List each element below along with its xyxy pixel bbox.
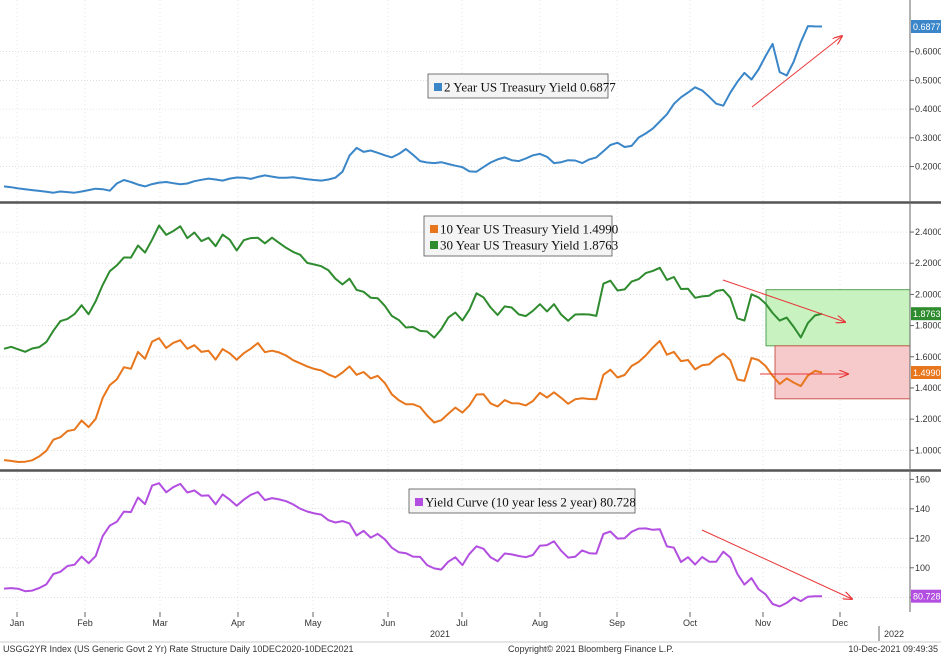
last-value-label: 0.6877 [913, 22, 941, 32]
footer-left: USGG2YR Index (US Generic Govt 2 Yr) Rat… [3, 644, 354, 654]
y-tick-label: 0.4000 [915, 104, 941, 114]
x-tick-label: Mar [152, 618, 168, 628]
x-tick-label: Jul [456, 618, 468, 628]
x-tick-label: Oct [683, 618, 698, 628]
y-tick-label: 120 [915, 533, 930, 543]
x-axis: Jan Feb Mar Apr May Jun Jul Aug Sep Oct Nov Dec 2021… [0, 612, 941, 642]
y-tick-label: 2.0000 [915, 289, 941, 299]
year-label: 2022 [884, 629, 904, 639]
y-tick-label: 0.3000 [915, 133, 941, 143]
panel-top [0, 0, 910, 201]
x-tick-label: Feb [77, 618, 93, 628]
y-axes: 0.6000 0.5000 0.4000 0.3000 0.2000 0.6877 2.40… [909, 0, 941, 612]
last-value-badge [911, 589, 941, 603]
y-tick-label: 100 [915, 563, 930, 573]
legend-label: Yield Curve (10 year less 2 year) 80.728 [425, 495, 636, 510]
series-lines [3, 25, 823, 608]
y-tick-label: 2.4000 [915, 227, 941, 237]
x-tick-label: Aug [532, 618, 548, 628]
x-tick-label: Jan [10, 618, 25, 628]
trend-arrows [701, 36, 852, 599]
last-value-badge [911, 307, 941, 321]
last-value-label: 1.8763 [913, 309, 941, 319]
legend-box [427, 73, 609, 99]
legend-swatch [430, 241, 438, 249]
legend-label: 10 Year US Treasury Yield 1.4990 [440, 222, 618, 237]
x-tick-label: Nov [755, 618, 772, 628]
last-value-label: 1.4990 [913, 368, 941, 378]
x-tick-label: Dec [832, 618, 849, 628]
y-tick-label: 1.6000 [915, 352, 941, 362]
y-tick-label: 1.0000 [915, 445, 941, 455]
y-tick-label: 1.4000 [915, 383, 941, 393]
y-tick-label: 160 [915, 474, 930, 484]
last-value-badge [911, 20, 941, 34]
trend-arrow-curve [701, 529, 852, 599]
footer: USGG2YR Index (US Generic Govt 2 Yr) Rat… [0, 641, 941, 654]
legend-box [423, 215, 613, 257]
trend-arrow-2y [751, 36, 842, 108]
y-tick-label: 1.8000 [915, 321, 941, 331]
legend-swatch [434, 83, 442, 91]
footer-right: 10-Dec-2021 09:49:35 [848, 644, 938, 654]
series-line-middle-1 [3, 224, 823, 353]
legend-swatch [430, 225, 438, 233]
last-value-label: 80.728 [913, 592, 941, 602]
legend-swatch [415, 498, 423, 506]
legend-box [408, 488, 636, 514]
red-highlight-box [774, 345, 911, 400]
highlight-boxes [765, 289, 911, 400]
series-line-bottom-0 [3, 482, 822, 608]
y-tick-label: 2.2000 [915, 258, 941, 268]
legends: 2 Year US Treasury Yield 0.6877 10 Year U… [408, 73, 636, 514]
y-tick-label: 0.6000 [915, 47, 941, 57]
x-axis-band [0, 612, 941, 642]
x-tick-label: Sep [609, 618, 625, 628]
last-value-badge [911, 366, 941, 380]
y-tick-label: 0.2000 [915, 162, 941, 172]
grid-lines [0, 0, 910, 612]
x-tick-label: Apr [231, 618, 245, 628]
y-tick-label: 1.2000 [915, 414, 941, 424]
x-tick-label: May [304, 618, 322, 628]
series-line-top-0 [3, 25, 823, 194]
series-line-middle-0 [3, 337, 823, 463]
y-tick-label: 140 [915, 504, 930, 514]
year-label: 2021 [430, 629, 450, 639]
trend-arrow-30y [722, 279, 845, 322]
legend-label: 2 Year US Treasury Yield 0.6877 [444, 80, 616, 95]
y-tick-label: 0.5000 [915, 75, 941, 85]
footer-center: Copyright© 2021 Bloomberg Finance L.P. [508, 644, 674, 654]
legend-label: 30 Year US Treasury Yield 1.8763 [440, 238, 618, 253]
x-tick-label: Jun [381, 618, 396, 628]
